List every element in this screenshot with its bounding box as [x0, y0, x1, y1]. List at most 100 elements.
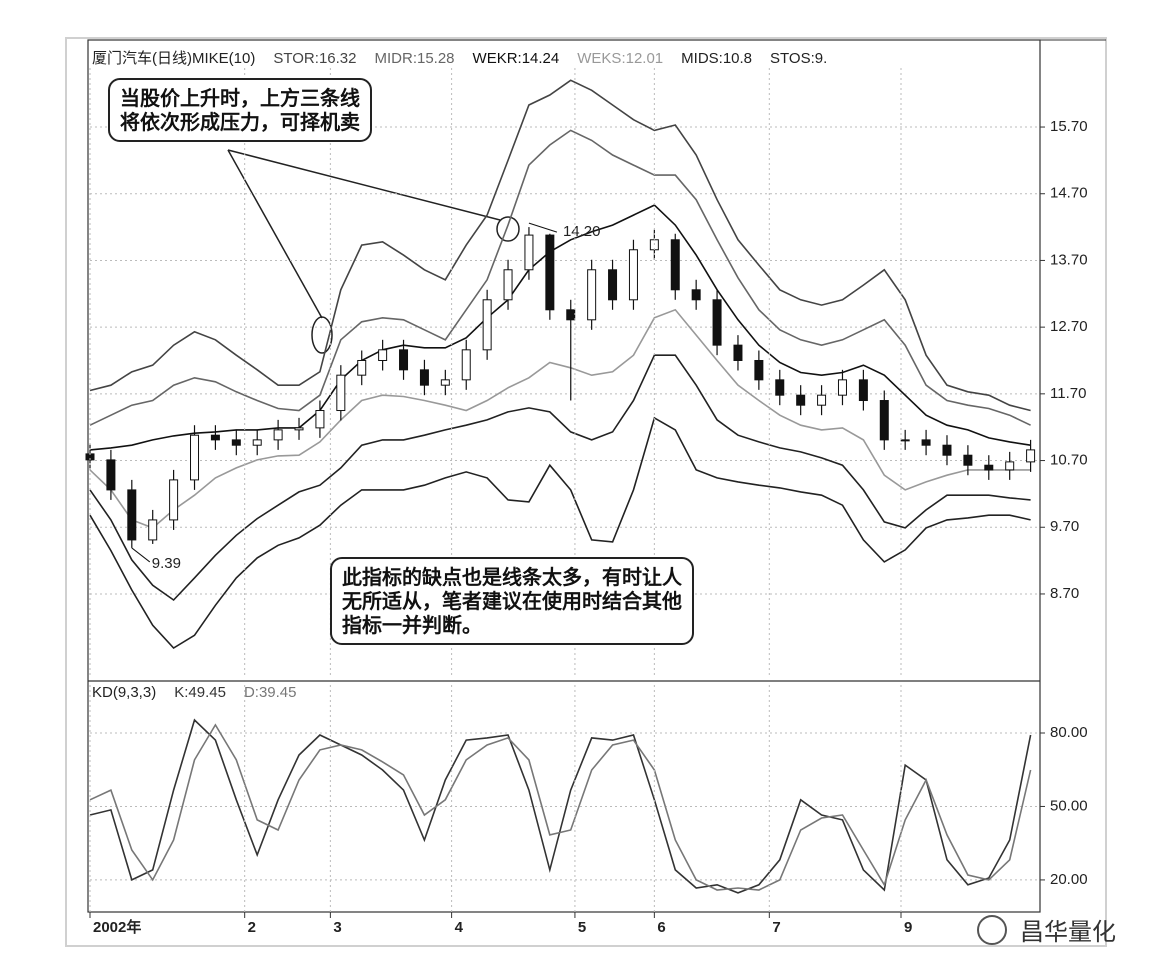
callout-line: 此指标的缺点也是线条太多，有时让人	[342, 565, 682, 589]
legend-name: STOS	[770, 50, 815, 67]
series-line	[89, 416, 1031, 650]
candle-body	[879, 400, 889, 441]
candle-body	[336, 374, 346, 412]
candle-body	[524, 234, 534, 271]
chart-title: 厦门汽车(日线)	[92, 50, 192, 67]
x-tick-label: 6	[657, 919, 665, 936]
candle-body	[357, 359, 367, 376]
series-line	[89, 718, 1032, 894]
series-line	[89, 129, 1031, 426]
highlight-ellipse	[311, 316, 333, 354]
x-tick-label: 2002年	[93, 918, 141, 936]
candle-body	[921, 439, 931, 446]
legend-value: 12.01	[625, 50, 664, 67]
callout-pointer	[227, 149, 501, 221]
candle-body	[419, 369, 429, 386]
y-tick-label: 10.70	[1050, 452, 1088, 469]
legend-item: MIDS10.8	[681, 50, 752, 67]
series-line	[89, 79, 1031, 412]
callout-box: 当股价上升时，上方三条线 将依次形成压力，可择机卖	[108, 78, 372, 142]
candle-body	[169, 479, 179, 521]
candle-body	[503, 269, 513, 301]
legend-item: WEKS12.01	[577, 50, 663, 67]
x-tick-label: 9	[904, 919, 912, 936]
series-line	[89, 723, 1032, 891]
candle-body	[775, 379, 785, 396]
y-tick-label: 12.70	[1050, 318, 1088, 335]
annotation-label: 14.20	[563, 223, 601, 240]
candle-body	[127, 489, 137, 541]
legend-name: MIDS	[681, 50, 723, 67]
annotation-leader	[131, 547, 151, 563]
highlight-ellipse	[496, 216, 520, 242]
legend-name: WEKR	[473, 50, 522, 67]
candle-body	[900, 439, 910, 442]
kd-header: KD(9,3,3) K49.45 D39.45	[92, 684, 297, 701]
x-tick-label: 4	[455, 919, 464, 936]
legend-item: K49.45	[174, 684, 226, 701]
candle-body	[106, 459, 116, 491]
legend-value: 16.32	[318, 50, 357, 67]
callout-line: 无所适从，笔者建议在使用时结合其他	[342, 589, 682, 613]
annotation-leader	[528, 222, 558, 233]
callout-line: 当股价上升时，上方三条线	[120, 86, 360, 110]
legend-item: MIDR15.28	[374, 50, 454, 67]
candle-body	[399, 349, 409, 371]
y-tick-label: 15.70	[1050, 118, 1088, 135]
y-tick-label: 80.00	[1050, 724, 1088, 741]
legend-value: 39.45	[258, 684, 297, 701]
x-tick-label: 3	[333, 919, 341, 936]
candle-body	[273, 429, 283, 441]
candle-body	[670, 239, 680, 291]
marks: 15.70 14.70 13.70 12.70 11.70 10.70 9.70 8.70 9.…	[85, 68, 1088, 936]
legend-name: K	[174, 684, 188, 701]
series-line	[89, 354, 1031, 602]
watermark-icon	[977, 915, 1007, 945]
outer-frame	[65, 37, 1107, 947]
candle-body	[378, 349, 388, 361]
candle-body	[733, 344, 743, 361]
candle-body	[190, 434, 200, 481]
candle-body	[587, 269, 597, 321]
annotation-label: 9.39	[152, 555, 181, 572]
y-tick-label: 20.00	[1050, 871, 1088, 888]
candle-body	[210, 434, 220, 441]
legend-item: STOS9.	[770, 50, 827, 67]
legend-value: 15.28	[416, 50, 455, 67]
y-tick-label: 8.70	[1050, 585, 1079, 602]
candle-body	[440, 379, 450, 386]
candle-body	[963, 454, 973, 466]
candle-body	[984, 464, 994, 471]
candle-body	[148, 519, 158, 541]
plot-frame	[87, 39, 1041, 913]
series-line	[89, 308, 1031, 529]
candle-body	[315, 410, 325, 429]
callout-box: 此指标的缺点也是线条太多，有时让人 无所适从，笔者建议在使用时结合其他 指标一并判断…	[330, 557, 694, 645]
candle-body	[294, 427, 304, 431]
candle-body	[545, 234, 555, 311]
candle-body	[608, 269, 618, 301]
candle-body	[461, 349, 471, 381]
candle-body	[482, 299, 492, 351]
callout-pointer	[227, 149, 323, 319]
legend-name: STOR	[273, 50, 319, 67]
legend-name: D	[244, 684, 259, 701]
candle-body	[754, 359, 764, 381]
candle-body	[1005, 461, 1015, 471]
y-tick-label: 13.70	[1050, 251, 1088, 268]
legend-item: STOR16.32	[273, 50, 356, 67]
candle-body	[796, 394, 806, 406]
candle-body	[817, 394, 827, 406]
legend-value: 10.8	[722, 50, 753, 67]
callout-line: 指标一并判断。	[342, 613, 482, 637]
candle-body	[1026, 449, 1036, 463]
y-tick-label: 9.70	[1050, 518, 1079, 535]
candle-body	[691, 289, 701, 301]
legend-name: MIDR	[374, 50, 417, 67]
legend-value: 14.24	[521, 50, 560, 67]
legend-item: D39.45	[244, 684, 297, 701]
x-tick-label: 5	[578, 919, 586, 936]
candle-body	[858, 379, 868, 402]
y-tick-label: 14.70	[1050, 185, 1088, 202]
